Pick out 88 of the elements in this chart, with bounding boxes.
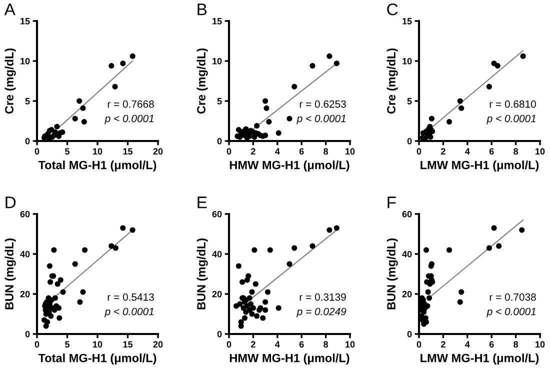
x-tick-label: 8 <box>324 341 328 348</box>
x-tick-label: 5 <box>65 148 70 155</box>
annotation: r = 0.5413 <box>108 293 154 301</box>
x-tick-label: 2 <box>251 341 256 348</box>
x-axis-title: LMW MG-H1 (μmol/L) <box>420 160 539 172</box>
chart-title: F <box>388 196 396 208</box>
x-tick-label: 6 <box>489 341 494 348</box>
y-tick-label: 0 <box>217 330 222 338</box>
y-tick-label: 40 <box>402 250 412 258</box>
chart-title: B <box>198 4 207 16</box>
x-tick-label: 6 <box>299 341 304 348</box>
x-tick-label: 0 <box>416 341 422 348</box>
x-tick-label: 4 <box>465 341 470 348</box>
annotation: p = 0.0249 <box>296 308 346 318</box>
x-tick-label: 8 <box>514 341 518 348</box>
x-axis-title: Total MG-H1 (μmol/L) <box>38 160 156 172</box>
y-tick-label: 60 <box>20 210 30 218</box>
y-tick-label: 20 <box>20 290 30 298</box>
chart-title: D <box>6 196 16 208</box>
x-tick-label: 5 <box>65 341 70 348</box>
chart-title: E <box>198 196 207 208</box>
y-tick-label: 10 <box>212 58 222 64</box>
x-axis-title: LMW MG-H1 (μmol/L) <box>420 354 539 365</box>
x-axis-title: Total MG-H1 (μmol/L) <box>38 354 156 365</box>
y-axis-title: BUN (mg/dL) <box>196 238 208 310</box>
annotation: r = 0.6810 <box>490 100 536 108</box>
x-tick-label: 0 <box>416 148 422 155</box>
annotation: p < 0.0001 <box>104 114 154 124</box>
x-tick-label: 8 <box>514 148 518 155</box>
y-tick-label: 0 <box>407 138 412 144</box>
annotation: p < 0.0001 <box>486 114 536 124</box>
y-tick-label: 10 <box>20 58 30 64</box>
y-tick-label: 5 <box>407 98 412 104</box>
annotation: r = 0.3139 <box>300 293 346 301</box>
x-tick-label: 8 <box>324 148 328 155</box>
x-tick-label: 10 <box>93 341 102 348</box>
chart-title: A <box>4 4 16 16</box>
y-tick-label: 20 <box>402 290 412 298</box>
annotation: r = 0.6253 <box>300 100 346 108</box>
x-tick-label: 2 <box>441 148 446 154</box>
x-tick-label: 6 <box>299 148 304 155</box>
y-tick-label: 5 <box>25 98 30 104</box>
y-axis-title: Cre (mg/dL) <box>386 48 398 114</box>
x-tick-label: 2 <box>251 148 256 154</box>
x-axis-title: HMW MG-H1 (μmol/L) <box>230 160 350 172</box>
x-tick-label: 10 <box>536 341 545 348</box>
x-tick-label: 4 <box>275 341 280 348</box>
annotation: r = 0.7038 <box>490 293 536 301</box>
x-axis-title: HMW MG-H1 (μmol/L) <box>230 354 350 365</box>
annotation: p < 0.0001 <box>486 308 536 318</box>
annotation: p < 0.0001 <box>296 114 346 124</box>
y-tick-label: 0 <box>25 138 30 144</box>
y-tick-label: 15 <box>212 18 222 24</box>
y-tick-label: 0 <box>407 330 412 338</box>
y-tick-label: 40 <box>212 250 222 258</box>
y-axis-title: Cre (mg/dL) <box>196 48 208 114</box>
x-tick-label: 20 <box>153 148 163 155</box>
x-tick-label: 4 <box>465 148 470 154</box>
x-tick-label: 6 <box>489 148 494 155</box>
x-tick-label: 0 <box>34 341 40 348</box>
x-tick-label: 0 <box>226 148 232 155</box>
x-tick-label: 10 <box>536 148 545 155</box>
y-axis-title: Cre (mg/dL) <box>4 48 16 114</box>
y-tick-label: 60 <box>402 210 412 218</box>
y-tick-label: 40 <box>20 250 30 258</box>
x-tick-label: 10 <box>346 148 355 155</box>
x-tick-label: 10 <box>346 341 355 348</box>
x-tick-label: 20 <box>153 341 163 348</box>
y-tick-label: 20 <box>212 290 222 298</box>
y-tick-label: 0 <box>217 138 222 144</box>
y-tick-label: 15 <box>402 18 412 24</box>
y-tick-label: 0 <box>25 330 30 338</box>
y-tick-label: 15 <box>20 18 30 24</box>
y-axis-title: BUN (mg/dL) <box>386 238 398 310</box>
y-axis-title: BUN (mg/dL) <box>4 238 16 310</box>
x-tick-label: 0 <box>226 341 232 348</box>
y-tick-label: 5 <box>217 98 222 104</box>
x-tick-label: 10 <box>93 148 102 155</box>
annotation: r = 0.7668 <box>108 100 154 108</box>
x-tick-label: 4 <box>275 148 280 154</box>
annotation: p < 0.0001 <box>104 308 154 318</box>
y-tick-label: 60 <box>212 210 222 218</box>
y-tick-label: 10 <box>402 58 412 64</box>
x-tick-label: 2 <box>441 341 446 348</box>
chart-title: C <box>387 4 398 16</box>
x-tick-label: 15 <box>123 341 133 348</box>
x-tick-label: 0 <box>34 148 40 155</box>
x-tick-label: 15 <box>123 148 133 155</box>
